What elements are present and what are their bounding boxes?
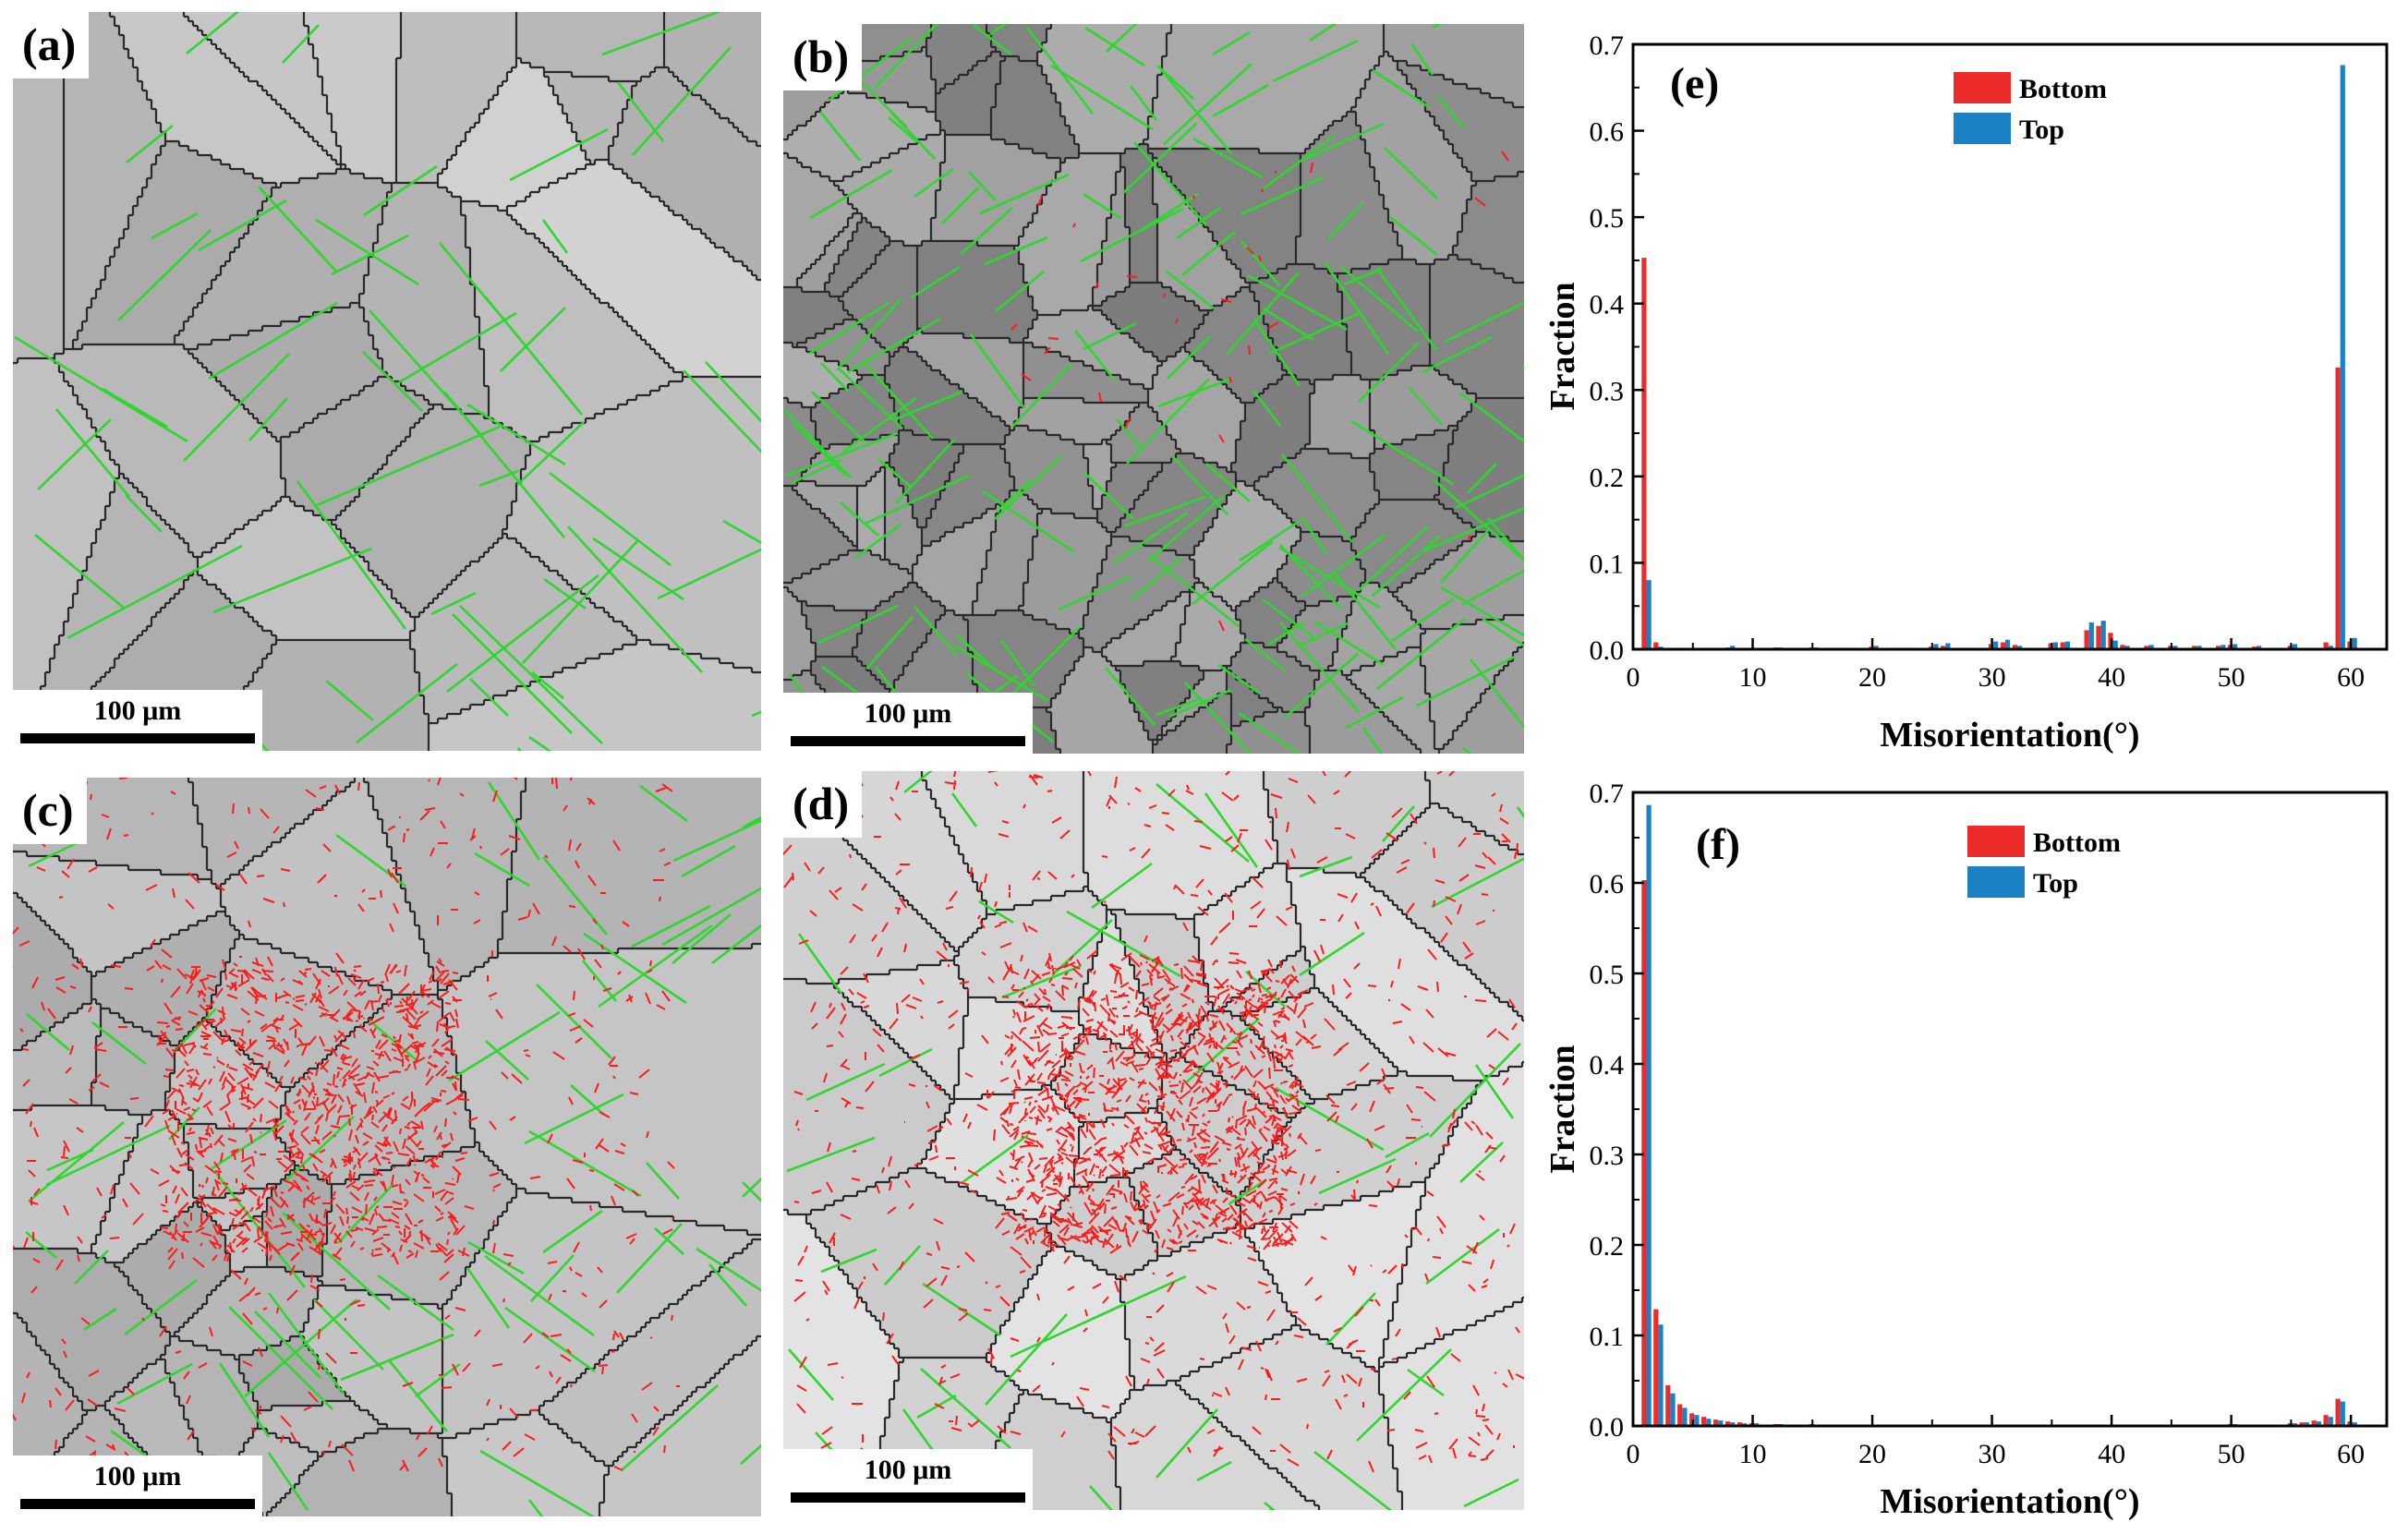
scale-bar-a-line	[20, 733, 255, 743]
scale-bar-d-text: 100 μm	[783, 1455, 1033, 1486]
bar-f-bottom-59	[2336, 1399, 2341, 1426]
legend-e-top-swatch	[1954, 113, 2011, 144]
chart-e-panel-label: (e)	[1670, 59, 1719, 108]
chart-e-svg: 0 10 20 30 40 50 60 0.0 0.1 0.2 0.3 0.4 0.5 0.6 0.7 (e…	[1533, 0, 2408, 765]
legend-f-top-label: Top	[2033, 868, 2078, 899]
bar-e-bottom-38	[2085, 630, 2089, 649]
legend-e-bottom-label: Bottom	[2019, 74, 2107, 104]
bar-f-top-3	[1670, 1394, 1675, 1426]
bar-e-bottom-59	[2336, 368, 2341, 649]
chart-f-svg: 0 10 20 30 40 50 60 0.0 0.1 0.2 0.3 0.4 0.5 0.6 0.7 (f…	[1533, 765, 2408, 1529]
bar-f-bottom-58	[2324, 1415, 2329, 1426]
scale-bar-c-line	[20, 1499, 255, 1509]
chart-f-xtick-label-40: 40	[2098, 1439, 2125, 1469]
panel-label-c: (c)	[13, 778, 87, 844]
chart-f-ylabel: Fraction	[1543, 1045, 1582, 1173]
panel-label-a: (a)	[13, 12, 89, 79]
bar-e-top-31	[2005, 640, 2010, 649]
chart-e: 0 10 20 30 40 50 60 0.0 0.1 0.2 0.3 0.4 0.5 0.6 0.7 (e…	[1533, 0, 2408, 765]
chart-f-ytick-label-0.6: 0.6	[1590, 869, 1625, 900]
bar-f-bottom-3	[1665, 1385, 1670, 1426]
chart-f-xtick-label-0: 0	[1627, 1439, 1640, 1469]
scale-bar-c: 100 μm	[13, 1455, 262, 1516]
bar-e-top-59	[2341, 66, 2345, 650]
legend-e-bottom-swatch	[1954, 72, 2011, 103]
bar-f-bottom-4	[1677, 1405, 1682, 1427]
bar-e-top-39	[2101, 621, 2106, 649]
ebsd-map-c-image	[13, 778, 761, 1516]
bar-f-top-2	[1658, 1324, 1663, 1426]
chart-f-ytick-label-0.4: 0.4	[1590, 1050, 1625, 1081]
chart-f-ytick-label-0.0: 0.0	[1590, 1412, 1625, 1443]
scale-bar-d: 100 μm	[783, 1449, 1033, 1510]
chart-f-xlabel: Misorientation(°)	[1880, 1482, 2139, 1521]
chart-e-xtick-label-40: 40	[2098, 662, 2125, 693]
bar-e-bottom-1	[1641, 258, 1646, 649]
ebsd-map-d-image	[783, 771, 1524, 1510]
chart-f-panel-label: (f)	[1696, 820, 1740, 869]
bar-f-top-59	[2341, 1402, 2345, 1427]
chart-e-xtick-label-60: 60	[2337, 662, 2365, 693]
chart-e-xtick-label-10: 10	[1739, 662, 1767, 693]
chart-f-xtick-label-20: 20	[1858, 1439, 1886, 1469]
chart-e-xlabel: Misorientation(°)	[1880, 716, 2139, 755]
scale-bar-d-line	[791, 1492, 1025, 1503]
bar-e-top-1	[1647, 580, 1652, 649]
chart-f: 0 10 20 30 40 50 60 0.0 0.1 0.2 0.3 0.4 0.5 0.6 0.7 (f…	[1533, 765, 2408, 1529]
ebsd-map-a: (a) 100 μm	[13, 12, 761, 751]
chart-e-ytick-label-0.0: 0.0	[1590, 635, 1625, 666]
ebsd-map-c: (c) 100 μm	[13, 778, 761, 1516]
chart-f-ytick-label-0.1: 0.1	[1590, 1322, 1625, 1352]
scale-bar-b-text: 100 μm	[783, 698, 1033, 730]
chart-f-xtick-label-50: 50	[2218, 1439, 2245, 1469]
chart-e-ytick-label-0.1: 0.1	[1590, 549, 1625, 579]
chart-e-ytick-label-0.7: 0.7	[1590, 30, 1625, 61]
legend-e-top-label: Top	[2019, 115, 2064, 145]
scale-bar-b: 100 μm	[783, 693, 1033, 754]
legend-f-bottom-label: Bottom	[2033, 827, 2121, 858]
chart-e-xtick-label-50: 50	[2218, 662, 2245, 693]
bar-e-bottom-39	[2096, 626, 2100, 649]
ebsd-map-b: (b) 100 μm	[783, 24, 1524, 754]
chart-e-xtick-label-30: 30	[1978, 662, 2006, 693]
bar-f-bottom-1	[1641, 880, 1646, 1426]
scale-bar-c-text: 100 μm	[13, 1461, 262, 1492]
chart-f-ytick-label-0.7: 0.7	[1590, 779, 1625, 809]
legend-f-bottom-swatch	[1967, 826, 2025, 857]
chart-e-ytick-label-0.4: 0.4	[1590, 290, 1625, 320]
bar-f-top-4	[1682, 1407, 1687, 1426]
scale-bar-a: 100 μm	[13, 690, 262, 751]
chart-e-ytick-label-0.6: 0.6	[1590, 117, 1625, 148]
chart-e-xtick-label-20: 20	[1858, 662, 1886, 693]
chart-f-xtick-label-30: 30	[1978, 1439, 2006, 1469]
ebsd-map-b-image	[783, 24, 1524, 754]
chart-f-ytick-label-0.3: 0.3	[1590, 1141, 1625, 1171]
chart-e-xtick-label-0: 0	[1627, 662, 1640, 693]
panel-label-d: (d)	[783, 771, 862, 838]
chart-e-ytick-label-0.2: 0.2	[1590, 463, 1625, 493]
bar-e-top-60	[2353, 638, 2357, 649]
legend-f-top-swatch	[1967, 866, 2025, 898]
bar-f-bottom-2	[1653, 1310, 1658, 1426]
bar-e-top-38	[2089, 622, 2094, 649]
chart-e-ytick-label-0.3: 0.3	[1590, 376, 1625, 406]
chart-f-xtick-label-10: 10	[1739, 1439, 1767, 1469]
chart-f-ytick-label-0.5: 0.5	[1590, 960, 1625, 990]
bar-f-top-5	[1694, 1415, 1699, 1426]
bar-f-top-1	[1647, 805, 1652, 1426]
chart-e-ylabel: Fraction	[1543, 282, 1582, 410]
chart-f-xtick-label-60: 60	[2337, 1439, 2365, 1469]
ebsd-map-a-image	[13, 12, 761, 751]
scale-bar-a-text: 100 μm	[13, 695, 262, 727]
panel-label-b: (b)	[783, 24, 862, 91]
chart-e-ytick-label-0.5: 0.5	[1590, 203, 1625, 234]
ebsd-map-d: (d) 100 μm	[783, 771, 1524, 1510]
chart-f-ytick-label-0.2: 0.2	[1590, 1231, 1625, 1262]
scale-bar-b-line	[791, 736, 1025, 746]
